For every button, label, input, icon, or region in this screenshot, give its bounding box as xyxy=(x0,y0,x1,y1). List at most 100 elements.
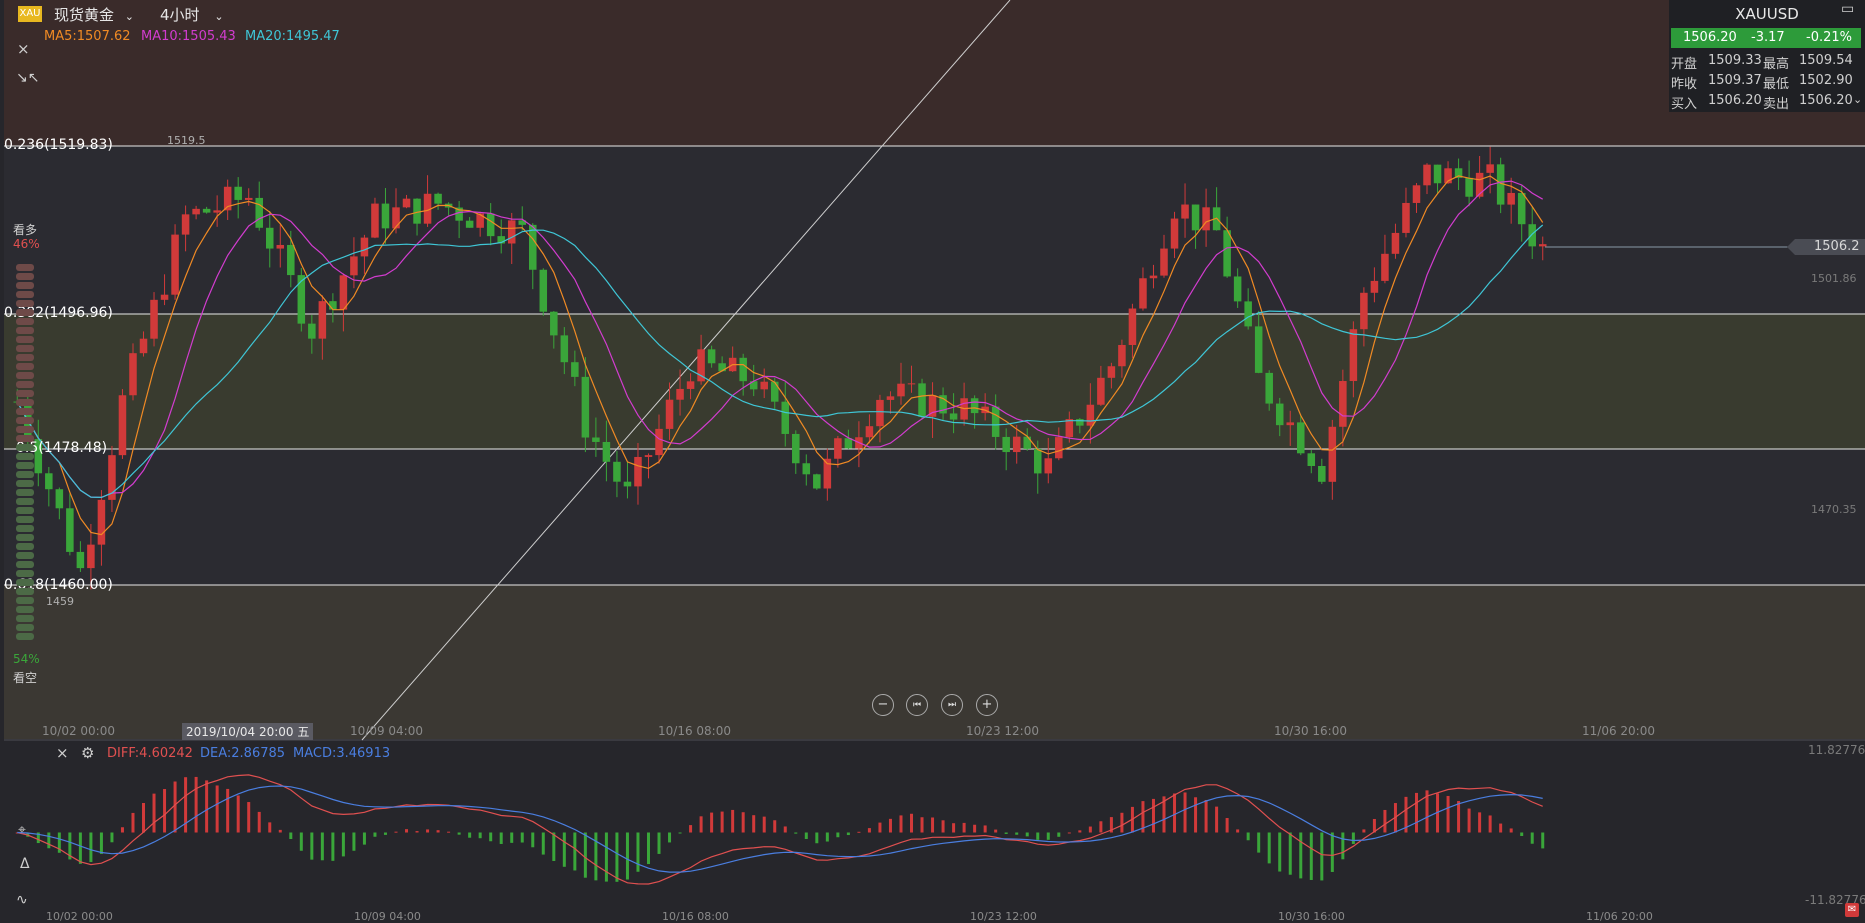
candle[interactable] xyxy=(287,244,295,276)
candle[interactable] xyxy=(87,544,95,569)
candle[interactable] xyxy=(76,551,85,569)
zoom-out-icon[interactable]: − xyxy=(872,694,894,716)
candle[interactable] xyxy=(329,301,337,310)
candle[interactable] xyxy=(1023,436,1031,449)
candle[interactable] xyxy=(1181,204,1189,219)
candle[interactable] xyxy=(939,395,947,414)
candle[interactable] xyxy=(1360,292,1368,330)
candle[interactable] xyxy=(276,244,285,249)
candle[interactable] xyxy=(1012,436,1021,453)
candle[interactable] xyxy=(308,323,316,339)
wave-icon[interactable]: ∿ xyxy=(16,892,28,908)
candle[interactable] xyxy=(118,395,127,456)
candle[interactable] xyxy=(1076,419,1084,426)
candle[interactable] xyxy=(371,203,379,238)
candle[interactable] xyxy=(1339,381,1347,427)
candle[interactable] xyxy=(350,256,358,276)
candle[interactable] xyxy=(1128,308,1137,345)
candle[interactable] xyxy=(402,198,411,208)
draw-tool-icon[interactable]: Δ xyxy=(20,856,30,872)
candle[interactable] xyxy=(1307,453,1316,466)
candle[interactable] xyxy=(1423,164,1431,186)
candle[interactable] xyxy=(928,395,937,417)
candle[interactable] xyxy=(581,376,590,438)
candle[interactable] xyxy=(486,213,495,237)
candle[interactable] xyxy=(34,439,43,474)
candle[interactable] xyxy=(1265,372,1273,404)
candle[interactable] xyxy=(550,311,558,336)
candle[interactable] xyxy=(529,224,537,270)
step-forward-icon[interactable]: ⏭ xyxy=(941,694,963,716)
candle[interactable] xyxy=(97,499,106,545)
candle[interactable] xyxy=(465,220,474,228)
candle[interactable] xyxy=(497,236,505,244)
candle[interactable] xyxy=(970,398,979,414)
candle[interactable] xyxy=(739,357,747,382)
candle[interactable] xyxy=(539,269,548,312)
candle[interactable] xyxy=(718,363,726,372)
candle[interactable] xyxy=(949,413,958,420)
candle[interactable] xyxy=(1381,253,1389,281)
candle[interactable] xyxy=(697,349,705,382)
candle[interactable] xyxy=(55,489,64,509)
candle[interactable] xyxy=(129,353,137,396)
candle[interactable] xyxy=(202,208,211,213)
candle[interactable] xyxy=(813,474,821,489)
candle[interactable] xyxy=(1391,232,1400,254)
candle[interactable] xyxy=(455,207,463,221)
candle[interactable] xyxy=(634,456,642,487)
candle[interactable] xyxy=(1118,344,1126,367)
candle[interactable] xyxy=(991,406,1000,437)
candle[interactable] xyxy=(192,208,200,215)
trend-line[interactable] xyxy=(361,0,1011,741)
candle[interactable] xyxy=(181,214,190,235)
candle[interactable] xyxy=(1465,177,1473,197)
candle[interactable] xyxy=(834,438,842,459)
candle[interactable] xyxy=(1507,192,1515,205)
candle[interactable] xyxy=(865,426,874,438)
alert-icon[interactable]: ✉ xyxy=(1845,903,1859,917)
candle[interactable] xyxy=(876,399,884,427)
candle[interactable] xyxy=(1486,164,1494,173)
candle[interactable] xyxy=(1528,224,1536,247)
candle[interactable] xyxy=(770,381,779,402)
collapse-icon[interactable]: ↘↖ xyxy=(16,70,40,86)
candle[interactable] xyxy=(760,381,768,390)
instrument-selector[interactable]: 现货黄金 ⌄ xyxy=(54,4,134,25)
timeframe-selector[interactable]: 4小时 ⌄ xyxy=(160,4,224,25)
candle[interactable] xyxy=(1002,436,1010,453)
candle[interactable] xyxy=(244,197,253,200)
candle[interactable] xyxy=(1202,207,1210,231)
candle[interactable] xyxy=(234,186,242,200)
candle[interactable] xyxy=(1086,404,1095,426)
candle[interactable] xyxy=(223,186,232,211)
candle[interactable] xyxy=(655,428,663,456)
candle[interactable] xyxy=(613,461,621,482)
candle[interactable] xyxy=(150,299,158,339)
candle[interactable] xyxy=(160,294,169,300)
candle[interactable] xyxy=(423,193,432,224)
candle[interactable] xyxy=(318,301,327,339)
candle[interactable] xyxy=(897,383,905,397)
candle[interactable] xyxy=(1412,185,1421,203)
candle[interactable] xyxy=(1318,465,1326,482)
candle[interactable] xyxy=(781,401,790,434)
candle[interactable] xyxy=(823,458,832,489)
candle[interactable] xyxy=(1402,202,1410,233)
candle[interactable] xyxy=(1370,280,1379,293)
candle[interactable] xyxy=(623,481,632,487)
candle[interactable] xyxy=(686,381,695,389)
candle[interactable] xyxy=(360,237,369,257)
candle[interactable] xyxy=(802,463,811,475)
candle[interactable] xyxy=(507,220,516,244)
candle[interactable] xyxy=(392,207,400,229)
candle[interactable] xyxy=(1160,248,1168,276)
candle[interactable] xyxy=(1170,218,1179,249)
candle[interactable] xyxy=(476,213,484,228)
close-icon[interactable]: × xyxy=(17,40,30,58)
candle[interactable] xyxy=(792,433,800,464)
candle[interactable] xyxy=(1244,301,1252,327)
candle[interactable] xyxy=(665,399,674,429)
candle[interactable] xyxy=(1297,422,1305,454)
candle[interactable] xyxy=(1444,168,1452,184)
